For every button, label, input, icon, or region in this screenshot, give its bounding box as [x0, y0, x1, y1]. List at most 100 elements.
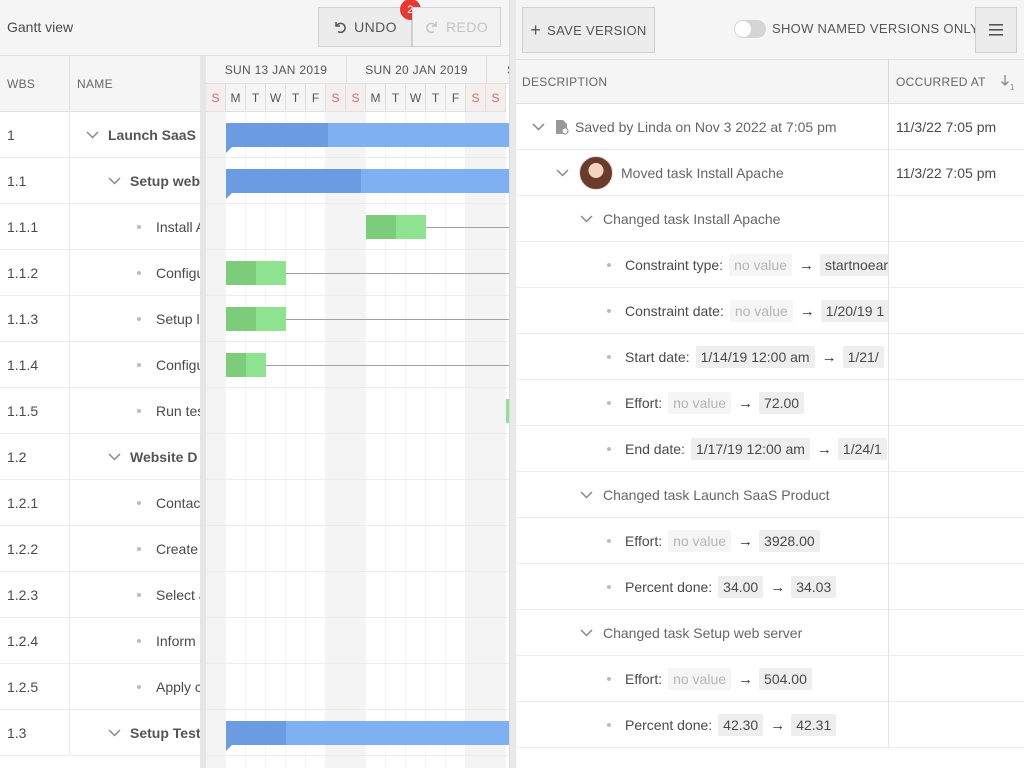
- task-name-cell[interactable]: Setup Test: [108, 710, 200, 756]
- task-name-cell[interactable]: Apply c: [137, 664, 200, 710]
- day-header: S: [466, 84, 486, 112]
- chevron-down-icon[interactable]: [86, 131, 99, 139]
- summary-tip: [226, 147, 232, 153]
- dependency-line: [286, 319, 509, 320]
- redo-icon: [426, 22, 437, 34]
- task-row[interactable]: 1.2.1 Contac: [0, 480, 200, 526]
- column-divider: [888, 702, 889, 748]
- arrow-right-icon: →: [770, 716, 786, 734]
- column-header-description[interactable]: DESCRIPTION: [522, 75, 608, 89]
- task-row[interactable]: 1.1.4 Configu: [0, 342, 200, 388]
- history-row[interactable]: Constraint type: no value → startnoearl: [516, 242, 1024, 288]
- chevron-down-icon[interactable]: [108, 453, 121, 461]
- task-name-cell[interactable]: Contac: [137, 480, 200, 526]
- timeline: SUN 13 JAN 2019 SUN 20 JAN 2019 S SMTWTF…: [206, 56, 509, 768]
- description-cell: Moved task Install Apache: [516, 150, 888, 196]
- column-header-wbs[interactable]: WBS: [7, 77, 36, 91]
- task-bar[interactable]: [506, 399, 509, 423]
- task-name: Install A: [156, 219, 200, 235]
- history-row[interactable]: Start date: 1/14/19 12:00 am → 1/21/: [516, 334, 1024, 380]
- task-row[interactable]: 1.2.5 Apply c: [0, 664, 200, 710]
- save-version-button[interactable]: + SAVE VERSION: [522, 7, 655, 53]
- task-row[interactable]: 1.1.2 Configu: [0, 250, 200, 296]
- task-name-cell[interactable]: Run tes: [137, 388, 200, 434]
- task-row[interactable]: 1.1.1 Install A: [0, 204, 200, 250]
- named-versions-toggle-label[interactable]: SHOW NAMED VERSIONS ONLY: [772, 21, 980, 36]
- task-name-cell[interactable]: Install A: [137, 204, 200, 250]
- task-name: Apply c: [156, 679, 200, 695]
- task-row[interactable]: 1.2.3 Select a: [0, 572, 200, 618]
- task-bar[interactable]: [226, 261, 286, 285]
- history-row[interactable]: Constraint date: no value → 1/20/19 1: [516, 288, 1024, 334]
- change-new-value: 3928.00: [759, 530, 820, 552]
- chevron-down-icon[interactable]: [108, 729, 121, 737]
- redo-button[interactable]: REDO: [412, 7, 501, 47]
- history-row[interactable]: Percent done: 42.30 → 42.31: [516, 702, 1024, 748]
- grid-splitter[interactable]: [200, 56, 206, 768]
- panel-splitter[interactable]: [509, 0, 516, 768]
- task-row[interactable]: 1.2 Website D: [0, 434, 200, 480]
- task-name-cell[interactable]: Select a: [137, 572, 200, 618]
- column-divider[interactable]: [69, 56, 70, 112]
- task-name-cell[interactable]: Setup web: [108, 158, 200, 204]
- history-row[interactable]: Effort: no value → 72.00: [516, 380, 1024, 426]
- history-row[interactable]: Effort: no value → 3928.00: [516, 518, 1024, 564]
- task-name-cell[interactable]: Configu: [137, 250, 200, 296]
- task-name-cell[interactable]: Launch SaaS P: [86, 112, 200, 158]
- chevron-down-icon[interactable]: [108, 177, 121, 185]
- task-bar[interactable]: [366, 215, 426, 239]
- hamburger-icon: [989, 24, 1003, 36]
- summary-bar[interactable]: [226, 169, 509, 199]
- task-name-cell[interactable]: Website D: [108, 434, 200, 480]
- task-row[interactable]: 1.1.5 Run tes: [0, 388, 200, 434]
- day-header: S: [346, 84, 366, 112]
- summary-bar[interactable]: [226, 123, 509, 153]
- description-cell: Effort: no value → 504.00: [516, 656, 888, 702]
- chevron-down-icon[interactable]: [532, 123, 545, 131]
- history-row[interactable]: Changed task Install Apache: [516, 196, 1024, 242]
- column-divider: [888, 426, 889, 472]
- history-row[interactable]: Effort: no value → 504.00: [516, 656, 1024, 702]
- task-name-cell[interactable]: Create: [137, 526, 200, 572]
- arrow-right-icon: →: [799, 302, 815, 320]
- task-name-cell[interactable]: Setup l: [137, 296, 200, 342]
- task-row[interactable]: 1.1 Setup web: [0, 158, 200, 204]
- chevron-down-icon[interactable]: [580, 215, 593, 223]
- task-name-cell[interactable]: Inform: [137, 618, 200, 664]
- task-row[interactable]: 1.2.2 Create: [0, 526, 200, 572]
- day-header: M: [366, 84, 386, 112]
- task-row[interactable]: 1.1.3 Setup l: [0, 296, 200, 342]
- description-cell: Changed task Install Apache: [516, 196, 888, 242]
- history-row[interactable]: Moved task Install Apache 11/3/22 7:05 pm: [516, 150, 1024, 196]
- column-divider: [69, 710, 70, 756]
- task-bar[interactable]: [226, 353, 266, 377]
- chevron-down-icon[interactable]: [556, 169, 569, 177]
- summary-bar[interactable]: [226, 721, 509, 751]
- task-row[interactable]: 1.3 Setup Test: [0, 710, 200, 756]
- history-row[interactable]: Changed task Setup web server: [516, 610, 1024, 656]
- sort-descending-icon[interactable]: 1: [1000, 74, 1014, 95]
- task-row[interactable]: 1 Launch SaaS P: [0, 112, 200, 158]
- history-row[interactable]: Percent done: 34.00 → 34.03: [516, 564, 1024, 610]
- history-row[interactable]: End date: 1/17/19 12:00 am → 1/24/1: [516, 426, 1024, 472]
- task-row[interactable]: 1.2.4 Inform: [0, 618, 200, 664]
- wbs-cell: 1.2.1: [7, 495, 39, 511]
- action-title: Changed task Install Apache: [603, 211, 781, 227]
- history-row[interactable]: Saved by Linda on Nov 3 2022 at 7:05 pm 1…: [516, 104, 1024, 150]
- undo-button[interactable]: UNDO 2: [318, 0, 421, 47]
- column-divider[interactable]: [888, 60, 889, 104]
- named-versions-toggle[interactable]: [734, 20, 766, 38]
- history-row[interactable]: Changed task Launch SaaS Product: [516, 472, 1024, 518]
- bullet-icon: [607, 263, 611, 267]
- column-header-name[interactable]: NAME: [77, 77, 113, 91]
- wbs-cell: 1.1.5: [7, 403, 39, 419]
- task-bar[interactable]: [226, 307, 286, 331]
- day-header: F: [306, 84, 326, 112]
- chevron-down-icon[interactable]: [580, 491, 593, 499]
- task-name-cell[interactable]: Configu: [137, 342, 200, 388]
- bullet-icon: [137, 639, 141, 643]
- menu-button[interactable]: [975, 7, 1017, 53]
- chevron-down-icon[interactable]: [580, 629, 593, 637]
- column-header-occurred-at[interactable]: OCCURRED AT: [896, 75, 986, 89]
- change-field-label: Start date:: [625, 349, 690, 365]
